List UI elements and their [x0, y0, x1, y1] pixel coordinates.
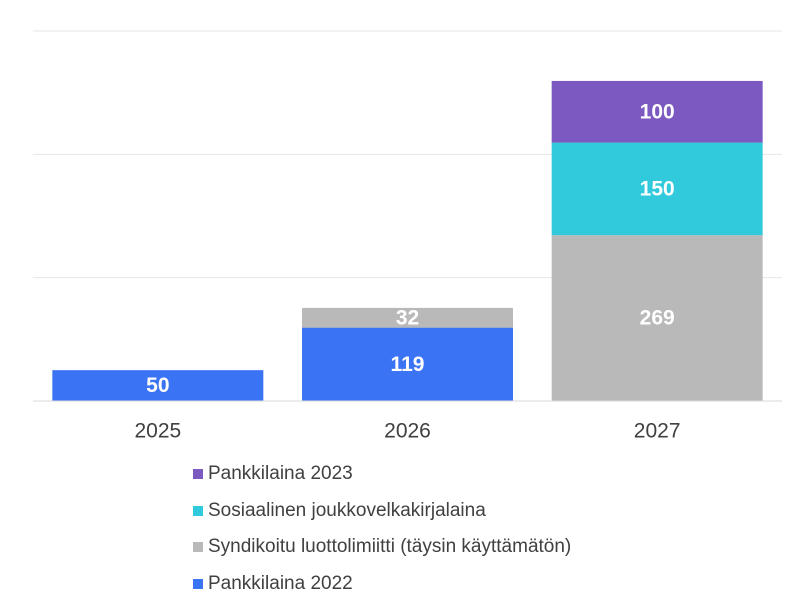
- legend-label: Sosiaalinen joukkovelkakirjalaina: [208, 500, 486, 522]
- data-label-2027-pankkilaina-2023: 100: [640, 100, 675, 123]
- data-label-2027-syndikoitu-luottolimiitti-t-ysin-k-ytt-m-t-n: 269: [640, 307, 675, 330]
- stacked-bar-chart: 50 119 32 269 150 100 2025 2026 2027: [0, 0, 805, 455]
- legend-label: Syndikoitu luottolimiitti (täysin käyttä…: [208, 536, 571, 558]
- legend-swatch: [193, 542, 203, 552]
- legend-item: Pankkilaina 2022: [193, 566, 571, 602]
- x-tick-label: 2026: [384, 420, 431, 443]
- legend-label: Pankkilaina 2023: [208, 463, 353, 485]
- x-axis-ticks: 2025 2026 2027: [134, 420, 680, 443]
- legend: Pankkilaina 2023 Sosiaalinen joukkovelkak…: [193, 456, 571, 602]
- data-label-2026-pankkilaina-2022: 119: [391, 353, 425, 376]
- data-label-2025-pankkilaina-2022: 50: [146, 374, 169, 397]
- legend-item: Sosiaalinen joukkovelkakirjalaina: [193, 493, 571, 530]
- legend-label: Pankkilaina 2022: [208, 573, 353, 595]
- data-label-2027-sosiaalinen-joukkovelkakirjalaina: 150: [640, 177, 675, 200]
- x-tick-label: 2027: [634, 420, 681, 443]
- x-tick-label: 2025: [134, 420, 181, 443]
- legend-item: Syndikoitu luottolimiitti (täysin käyttä…: [193, 529, 571, 566]
- data-label-2026-syndikoitu-luottolimiitti-t-ysin-k-ytt-m-t-n: 32: [396, 306, 419, 329]
- legend-swatch: [193, 579, 203, 589]
- legend-swatch: [193, 506, 203, 516]
- legend-swatch: [193, 469, 203, 479]
- legend-item: Pankkilaina 2023: [193, 456, 571, 493]
